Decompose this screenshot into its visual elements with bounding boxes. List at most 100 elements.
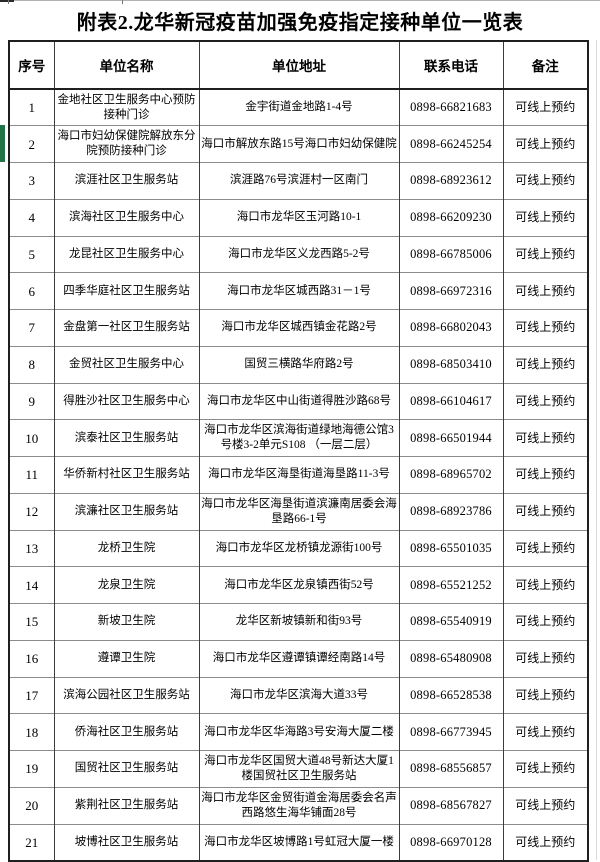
cell-seq: 20 [8,786,55,824]
cell-note: 可线上预约 [502,456,589,494]
cell-phone: 0898-65521252 [398,566,504,604]
cell-note: 可线上预约 [502,566,589,604]
cell-phone: 0898-68556857 [398,750,504,788]
table-row: 21 坡博社区卫生服务站 海口市龙华区坡博路1号虹冠大厦一楼 0898-6697012… [8,823,589,861]
cell-address: 海口市龙华区遵谭镇谭经南路14号 [198,639,400,677]
cell-seq: 19 [8,750,55,788]
cell-note: 可线上预约 [502,419,589,457]
cell-phone: 0898-65501035 [398,529,504,567]
cell-address: 海口市解放东路15号海口市妇幼保健院 [198,125,400,163]
cell-name: 金地社区卫生服务中心预防接种门诊 [53,88,200,126]
cell-name: 龙桥卫生院 [53,529,200,567]
cell-address: 海口市龙华区坡博路1号虹冠大厦一楼 [198,823,400,861]
cell-phone: 0898-68965702 [398,456,504,494]
cell-name: 海口市妇幼保健院解放东分院预防接种门诊 [53,125,200,163]
cell-name: 滨海公园社区卫生服务站 [53,676,200,714]
table-row: 16 遵谭卫生院 海口市龙华区遵谭镇谭经南路14号 0898-65480908 可线上预… [8,639,589,677]
cell-address: 海口市龙华区海垦街道滨濂南居委会海垦路66-1号 [198,492,400,530]
cell-name: 新坡卫生院 [53,603,200,641]
cell-address: 海口市龙华区龙桥镇龙源街100号 [198,529,400,567]
cell-seq: 11 [8,456,55,494]
cell-name: 坡博社区卫生服务站 [53,823,200,861]
top-gridline-dark-segment [0,0,14,2]
page-title: 附表2.龙华新冠疫苗加强免疫指定接种单位一览表 [76,11,524,34]
header-note: 备注 [502,41,589,90]
table-row: 8 金贸社区卫生服务中心 国贸三横路华府路2号 0898-68503410 可线上预约 [8,345,589,383]
cell-address: 国贸三横路华府路2号 [198,345,400,383]
cell-name: 龙泉卫生院 [53,566,200,604]
cell-seq: 6 [8,272,55,310]
cell-phone: 0898-68567827 [398,786,504,824]
right-gridline [596,40,597,860]
title-bar: 附表2.龙华新冠疫苗加强免疫指定接种单位一览表 [0,0,600,40]
cell-note: 可线上预约 [502,676,589,714]
cell-phone: 0898-66972316 [398,272,504,310]
cell-address: 金宇街道金地路1-4号 [198,88,400,126]
cell-note: 可线上预约 [502,345,589,383]
cell-phone: 0898-66209230 [398,198,504,236]
cell-address: 海口市龙华区国贸大道48号新达大厦1楼国贸社区卫生服务站 [198,750,400,788]
cell-note: 可线上预约 [502,125,589,163]
cell-name: 滨涯社区卫生服务站 [53,162,200,200]
cell-name: 四季华庭社区卫生服务站 [53,272,200,310]
cell-name: 金盘第一社区卫生服务站 [53,309,200,347]
table-row: 9 得胜沙社区卫生服务中心 海口市龙华区中山街道得胜沙路68号 0898-661046… [8,382,589,420]
cell-seq: 4 [8,198,55,236]
header-seq: 序号 [8,41,55,90]
table-row: 10 滨泰社区卫生服务站 海口市龙华区滨海街道绿地海德公馆3号楼3-2单元S108 … [8,419,589,457]
cell-seq: 21 [8,823,55,861]
cell-seq: 2 [8,125,55,163]
table-body: 1 金地社区卫生服务中心预防接种门诊 金宇街道金地路1-4号 0898-6682168… [8,88,589,861]
gridline-stub [122,0,123,4]
cell-address: 滨涯路76号滨涯村一区南门 [198,162,400,200]
cell-seq: 9 [8,382,55,420]
cell-name: 滨海社区卫生服务中心 [53,198,200,236]
table-row: 1 金地社区卫生服务中心预防接种门诊 金宇街道金地路1-4号 0898-6682168… [8,88,589,126]
cell-phone: 0898-66501944 [398,419,504,457]
cell-name: 遵谭卫生院 [53,639,200,677]
cell-seq: 18 [8,713,55,751]
table-row: 15 新坡卫生院 龙华区新坡镇新和街93号 0898-65540919 可线上预约 [8,603,589,641]
cell-seq: 8 [8,345,55,383]
top-gridline [0,0,600,1]
table-row: 13 龙桥卫生院 海口市龙华区龙桥镇龙源街100号 0898-65501035 可线上预… [8,529,589,567]
cell-seq: 7 [8,309,55,347]
table-header: 序号 单位名称 单位地址 联系电话 备注 [8,41,589,90]
cell-phone: 0898-68503410 [398,345,504,383]
cell-seq: 15 [8,603,55,641]
cell-note: 可线上预约 [502,823,589,861]
cell-seq: 1 [8,88,55,126]
cell-name: 金贸社区卫生服务中心 [53,345,200,383]
table-row: 2 海口市妇幼保健院解放东分院预防接种门诊 海口市解放东路15号海口市妇幼保健院 08… [8,125,589,163]
table-row: 4 滨海社区卫生服务中心 海口市龙华区玉河路10-1 0898-66209230 可线上… [8,198,589,236]
cell-name: 侨海社区卫生服务站 [53,713,200,751]
vaccination-units-table: 序号 单位名称 单位地址 联系电话 备注 1 金地社区卫生服务中心预防接种门诊 金宇… [8,40,589,862]
cell-name: 得胜沙社区卫生服务中心 [53,382,200,420]
cell-phone: 0898-66104617 [398,382,504,420]
cell-name: 华侨新村社区卫生服务站 [53,456,200,494]
cell-address: 海口市龙华区滨海街道绿地海德公馆3号楼3-2单元S108 （一层二层） [198,419,400,457]
cell-phone: 0898-66245254 [398,125,504,163]
table-row: 3 滨涯社区卫生服务站 滨涯路76号滨涯村一区南门 0898-68923612 可线上预… [8,162,589,200]
cell-note: 可线上预约 [502,235,589,273]
cell-name: 龙昆社区卫生服务中心 [53,235,200,273]
cell-seq: 5 [8,235,55,273]
table-row: 12 滨濂社区卫生服务站 海口市龙华区海垦街道滨濂南居委会海垦路66-1号 0898-… [8,492,589,530]
table-row: 18 侨海社区卫生服务站 海口市龙华区华海路3号安海大厦二楼 0898-6677394… [8,713,589,751]
cell-phone: 0898-66528538 [398,676,504,714]
table-row: 19 国贸社区卫生服务站 海口市龙华区国贸大道48号新达大厦1楼国贸社区卫生服务站 0… [8,750,589,788]
table-row: 7 金盘第一社区卫生服务站 海口市龙华区城西镇金花路2号 0898-66802043 可… [8,309,589,347]
cell-note: 可线上预约 [502,603,589,641]
cell-seq: 16 [8,639,55,677]
cell-seq: 10 [8,419,55,457]
cell-note: 可线上预约 [502,713,589,751]
cell-phone: 0898-68923612 [398,162,504,200]
header-row: 序号 单位名称 单位地址 联系电话 备注 [8,41,589,90]
cell-seq: 13 [8,529,55,567]
header-name: 单位名称 [53,41,200,90]
cell-seq: 17 [8,676,55,714]
cell-name: 滨濂社区卫生服务站 [53,492,200,530]
gridline-stub [8,0,9,4]
cell-address: 海口市龙华区城西镇金花路2号 [198,309,400,347]
